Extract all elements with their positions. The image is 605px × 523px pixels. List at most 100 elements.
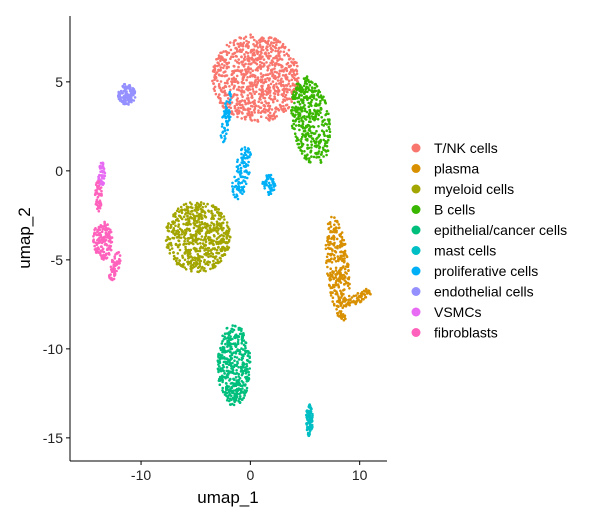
data-point	[242, 348, 245, 351]
data-point	[233, 39, 236, 42]
data-point	[128, 98, 131, 101]
data-point	[271, 68, 274, 71]
data-point	[198, 221, 201, 224]
data-point	[222, 110, 226, 113]
data-point	[207, 238, 211, 242]
data-point	[107, 239, 111, 243]
data-point	[273, 117, 277, 120]
data-point	[290, 124, 294, 128]
data-point	[354, 294, 358, 297]
data-point	[203, 258, 206, 262]
data-point	[293, 101, 296, 105]
data-point	[266, 69, 269, 72]
data-point	[189, 205, 193, 209]
data-point	[246, 149, 249, 153]
data-point	[217, 214, 221, 217]
data-point	[315, 156, 318, 159]
data-point	[214, 261, 218, 265]
data-point	[339, 281, 343, 284]
data-point	[313, 109, 317, 113]
data-point	[231, 52, 234, 56]
data-point	[116, 251, 120, 254]
data-point	[222, 226, 225, 230]
data-point	[325, 123, 329, 126]
data-point	[244, 153, 248, 157]
data-point	[230, 381, 234, 385]
data-point	[174, 212, 177, 216]
series-3-points	[290, 75, 332, 164]
data-point	[331, 230, 334, 234]
data-point	[198, 232, 202, 235]
data-point	[102, 166, 105, 170]
data-point	[307, 86, 310, 89]
data-point	[308, 157, 311, 160]
data-point	[324, 142, 327, 145]
data-point	[294, 113, 297, 117]
data-point	[197, 227, 201, 230]
data-point	[322, 148, 325, 151]
data-point	[314, 115, 317, 118]
data-point	[186, 239, 189, 243]
data-point	[222, 66, 225, 70]
data-point	[281, 65, 284, 68]
data-point	[189, 236, 192, 239]
data-point	[325, 144, 329, 148]
data-point	[109, 241, 113, 244]
data-point	[229, 57, 232, 60]
data-point	[187, 222, 190, 226]
data-point	[212, 82, 215, 85]
data-point	[175, 259, 178, 263]
data-point	[327, 258, 330, 262]
data-point	[279, 79, 282, 82]
data-point	[336, 278, 339, 281]
data-point	[225, 241, 228, 244]
data-point	[198, 264, 202, 268]
data-point	[199, 201, 203, 204]
data-point	[306, 153, 309, 156]
data-point	[343, 299, 346, 303]
data-point	[325, 153, 328, 157]
data-point	[276, 49, 280, 53]
data-point	[97, 209, 101, 213]
data-point	[220, 90, 223, 93]
data-point	[229, 98, 232, 101]
data-point	[222, 50, 225, 53]
data-point	[265, 116, 268, 120]
data-point	[125, 90, 128, 93]
data-point	[265, 102, 268, 105]
data-point	[221, 380, 224, 384]
data-point	[309, 420, 313, 424]
data-point	[342, 265, 345, 268]
data-point	[335, 308, 338, 311]
data-point	[230, 83, 234, 86]
data-point	[218, 86, 221, 89]
data-point	[328, 127, 331, 131]
data-point	[180, 211, 184, 215]
data-point	[322, 132, 326, 136]
data-point	[301, 142, 305, 146]
data-point	[245, 377, 248, 381]
data-point	[347, 276, 351, 279]
data-point	[225, 245, 229, 248]
data-point	[232, 365, 236, 369]
data-point	[183, 208, 187, 211]
data-point	[246, 379, 250, 383]
data-point	[233, 195, 237, 199]
data-point	[234, 324, 237, 328]
data-point	[299, 140, 303, 143]
data-point	[339, 241, 343, 245]
data-point	[224, 112, 228, 116]
data-point	[278, 103, 282, 107]
data-point	[295, 139, 298, 142]
data-point	[124, 92, 127, 95]
data-point	[122, 102, 125, 105]
data-point	[307, 134, 311, 138]
data-point	[241, 186, 244, 190]
data-point	[232, 193, 235, 196]
data-point	[338, 244, 342, 248]
data-point	[225, 221, 229, 224]
data-point	[178, 248, 182, 252]
data-point	[98, 173, 101, 177]
data-point	[314, 89, 318, 93]
data-point	[232, 43, 236, 47]
